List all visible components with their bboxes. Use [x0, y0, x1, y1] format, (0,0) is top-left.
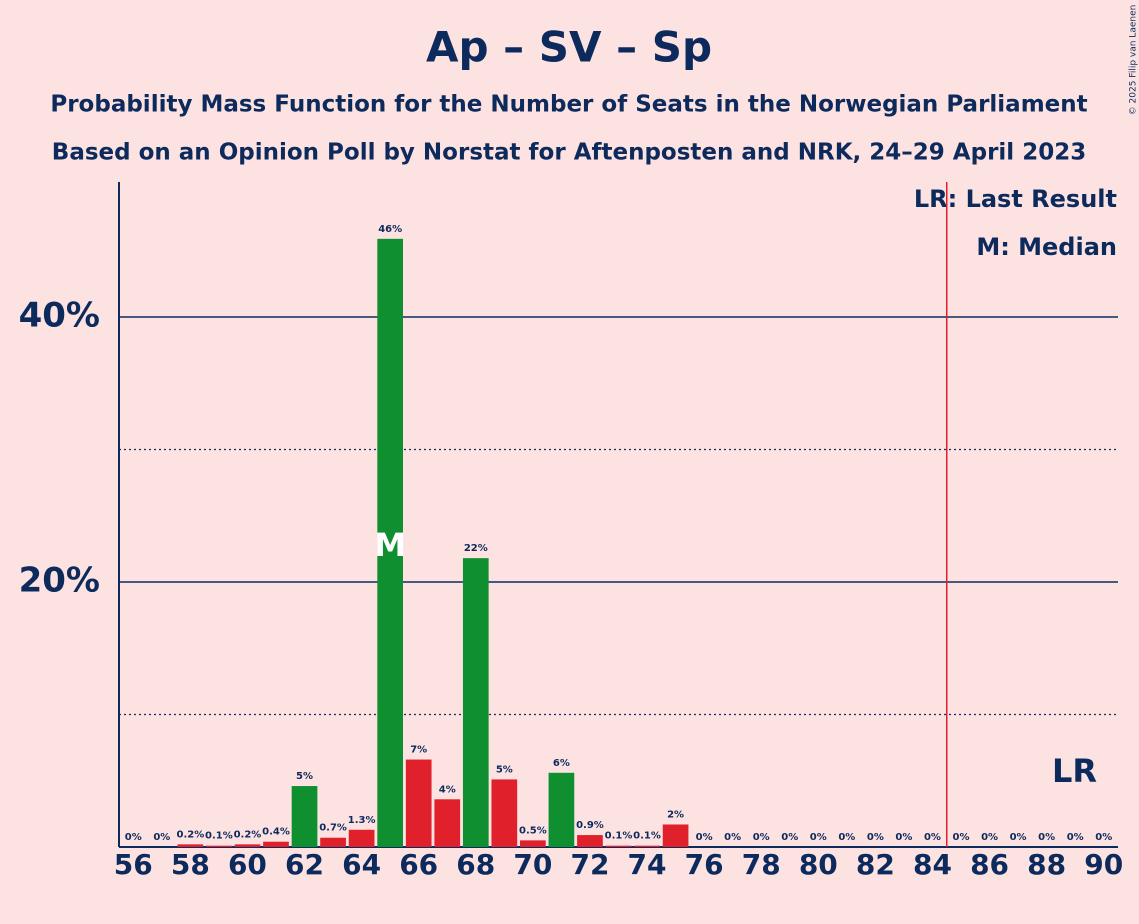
- bar: [263, 841, 289, 847]
- bar: [206, 845, 232, 847]
- value-label: 0.9%: [576, 820, 604, 831]
- legend-entry: M: Median: [976, 233, 1117, 261]
- value-label: 22%: [464, 543, 488, 554]
- value-label: 0%: [125, 832, 142, 843]
- value-label: 0%: [153, 832, 170, 843]
- chart-subtitle: Based on an Opinion Poll by Norstat for …: [52, 140, 1086, 166]
- bar: [348, 829, 375, 847]
- x-tick-label: 78: [742, 848, 781, 881]
- value-label: 0.1%: [205, 831, 233, 842]
- bar: [320, 837, 346, 847]
- value-label: 0%: [753, 832, 770, 843]
- bar: [634, 845, 660, 847]
- x-tick-label: 56: [114, 848, 153, 881]
- bar: [605, 845, 632, 847]
- bar: [291, 786, 318, 847]
- value-label: 0.7%: [319, 823, 347, 834]
- copyright: © 2025 Filip van Laenen: [1129, 5, 1139, 116]
- value-label: 0%: [724, 832, 741, 843]
- median-marker: M: [374, 526, 406, 564]
- bar: [520, 840, 546, 847]
- value-label: 0%: [1095, 832, 1112, 843]
- value-label: 0.1%: [605, 831, 633, 842]
- value-label: 0%: [981, 832, 998, 843]
- x-tick-label: 88: [1027, 848, 1066, 881]
- bar: [177, 844, 204, 847]
- bar: [462, 558, 489, 847]
- bar: [234, 844, 261, 847]
- value-label: 4%: [439, 784, 456, 795]
- value-label: 0.4%: [262, 827, 290, 838]
- value-label: 6%: [553, 758, 570, 769]
- value-label: 0%: [867, 832, 884, 843]
- x-tick-label: 72: [570, 848, 609, 881]
- x-tick-label: 74: [628, 848, 667, 881]
- bar: [577, 835, 603, 847]
- value-label: 2%: [667, 809, 684, 820]
- x-tick-label: 62: [285, 848, 324, 881]
- x-tick-label: 60: [228, 848, 267, 881]
- value-label: 0%: [838, 832, 855, 843]
- x-tick-label: 76: [685, 848, 724, 881]
- y-tick-label: 20%: [19, 561, 100, 601]
- x-tick-label: 90: [1084, 848, 1123, 881]
- y-tick-label: 40%: [19, 296, 100, 336]
- x-tick-label: 68: [456, 848, 495, 881]
- value-label: 0%: [953, 832, 970, 843]
- value-label: 5%: [296, 771, 313, 782]
- value-label: 7%: [410, 745, 427, 756]
- x-tick-label: 66: [399, 848, 438, 881]
- value-label: 0.1%: [633, 831, 661, 842]
- x-tick-label: 80: [799, 848, 838, 881]
- bar: [405, 759, 432, 847]
- value-label: 0%: [1067, 832, 1084, 843]
- value-label: 0%: [924, 832, 941, 843]
- x-tick-label: 58: [171, 848, 210, 881]
- x-tick-label: 64: [342, 848, 381, 881]
- x-tick-label: 82: [856, 848, 895, 881]
- bar: [491, 779, 518, 847]
- bar: [548, 772, 575, 847]
- bar: [377, 238, 404, 847]
- value-label: 0%: [895, 832, 912, 843]
- x-tick-label: 70: [513, 848, 552, 881]
- value-label: 46%: [378, 224, 402, 235]
- legend-entry: LR: Last Result: [914, 185, 1117, 213]
- value-label: 0%: [1010, 832, 1027, 843]
- value-label: 0%: [1038, 832, 1055, 843]
- value-label: 0.2%: [234, 829, 262, 840]
- value-label: 0.2%: [176, 829, 204, 840]
- value-label: 0%: [781, 832, 798, 843]
- chart-subtitle: Probability Mass Function for the Number…: [50, 92, 1087, 118]
- bar: [434, 799, 461, 847]
- bar: [662, 824, 689, 847]
- value-label: 0%: [810, 832, 827, 843]
- value-label: 5%: [496, 764, 513, 775]
- value-label: 0%: [696, 832, 713, 843]
- x-tick-label: 84: [913, 848, 952, 881]
- value-label: 1.3%: [348, 815, 376, 826]
- x-tick-label: 86: [970, 848, 1009, 881]
- last-result-label: LR: [1052, 752, 1097, 790]
- chart-title: Ap – SV – Sp: [426, 23, 712, 72]
- value-label: 0.5%: [519, 825, 547, 836]
